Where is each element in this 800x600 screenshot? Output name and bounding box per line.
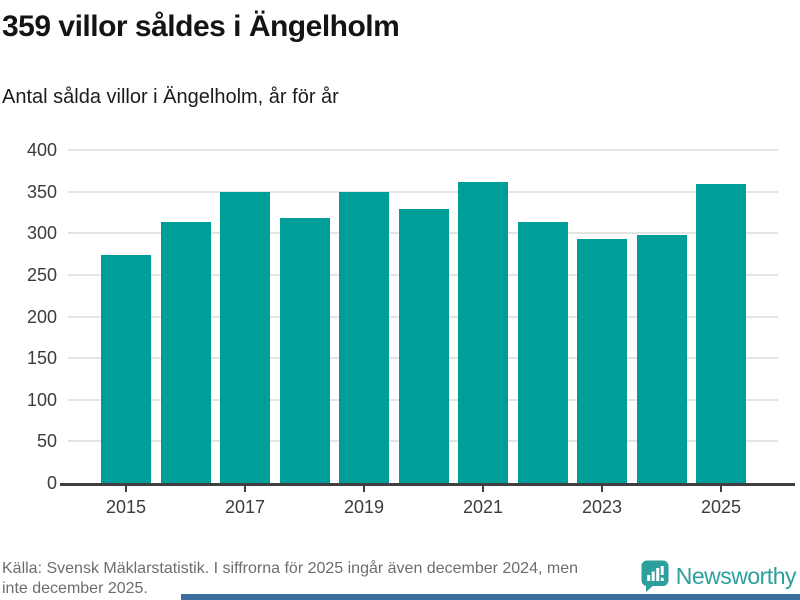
x-axis-tick-2025 bbox=[720, 486, 722, 492]
newsworthy-brand: Newsworthy bbox=[641, 560, 797, 593]
x-axis-label-2015: 2015 bbox=[105, 497, 147, 517]
x-axis-label-2025: 2025 bbox=[700, 497, 742, 517]
gridline-400 bbox=[68, 149, 778, 151]
y-axis-label-0: 0 bbox=[46, 473, 57, 493]
x-axis-label-2017: 2017 bbox=[224, 497, 266, 517]
bar-2021 bbox=[458, 182, 508, 483]
bar-2019 bbox=[339, 191, 389, 483]
y-axis-label-200: 200 bbox=[26, 306, 57, 327]
bar-2022 bbox=[517, 221, 568, 483]
newsworthy-wordmark: Newsworthy bbox=[675, 563, 797, 589]
bar-2016 bbox=[160, 221, 211, 483]
x-axis-tick-2019 bbox=[363, 486, 365, 492]
x-axis-label-2019: 2019 bbox=[343, 497, 385, 517]
y-axis-label-350: 350 bbox=[26, 181, 57, 202]
bar-2015 bbox=[101, 254, 151, 483]
y-axis-label-100: 100 bbox=[26, 389, 57, 410]
bar-2020 bbox=[398, 209, 449, 483]
chart-title: 359 villor såldes i Ängelholm bbox=[2, 10, 400, 43]
y-axis-label-150: 150 bbox=[26, 348, 57, 369]
x-axis-tick-2015 bbox=[125, 486, 127, 492]
newsworthy-logo-icon bbox=[641, 560, 669, 593]
x-axis-label-2021: 2021 bbox=[462, 497, 504, 517]
x-axis-line bbox=[60, 483, 795, 486]
bar-2018 bbox=[279, 218, 330, 483]
y-axis-label-50: 50 bbox=[36, 431, 57, 452]
y-axis-label-300: 300 bbox=[26, 223, 57, 244]
x-axis-tick-2021 bbox=[482, 486, 484, 492]
bar-2023 bbox=[577, 239, 627, 483]
gridline-350 bbox=[68, 190, 778, 193]
source-note: Källa: Svensk Mäklarstatistik. I siffror… bbox=[2, 559, 578, 599]
bar-2024 bbox=[636, 234, 687, 483]
x-axis-label-2023: 2023 bbox=[581, 497, 623, 517]
chart-subtitle: Antal sålda villor i Ängelholm, år för å… bbox=[2, 86, 339, 108]
y-axis-label-400: 400 bbox=[26, 140, 57, 160]
y-axis-label-250: 250 bbox=[26, 264, 57, 285]
x-axis-tick-2023 bbox=[601, 486, 603, 492]
bottom-accent-bar bbox=[181, 594, 800, 600]
bar-2025 bbox=[696, 184, 746, 483]
source-note-line2: inte december 2025. bbox=[2, 580, 148, 597]
bar-2017 bbox=[220, 192, 270, 483]
x-axis-tick-2017 bbox=[244, 486, 246, 492]
source-note-line1: Källa: Svensk Mäklarstatistik. I siffror… bbox=[2, 560, 578, 577]
